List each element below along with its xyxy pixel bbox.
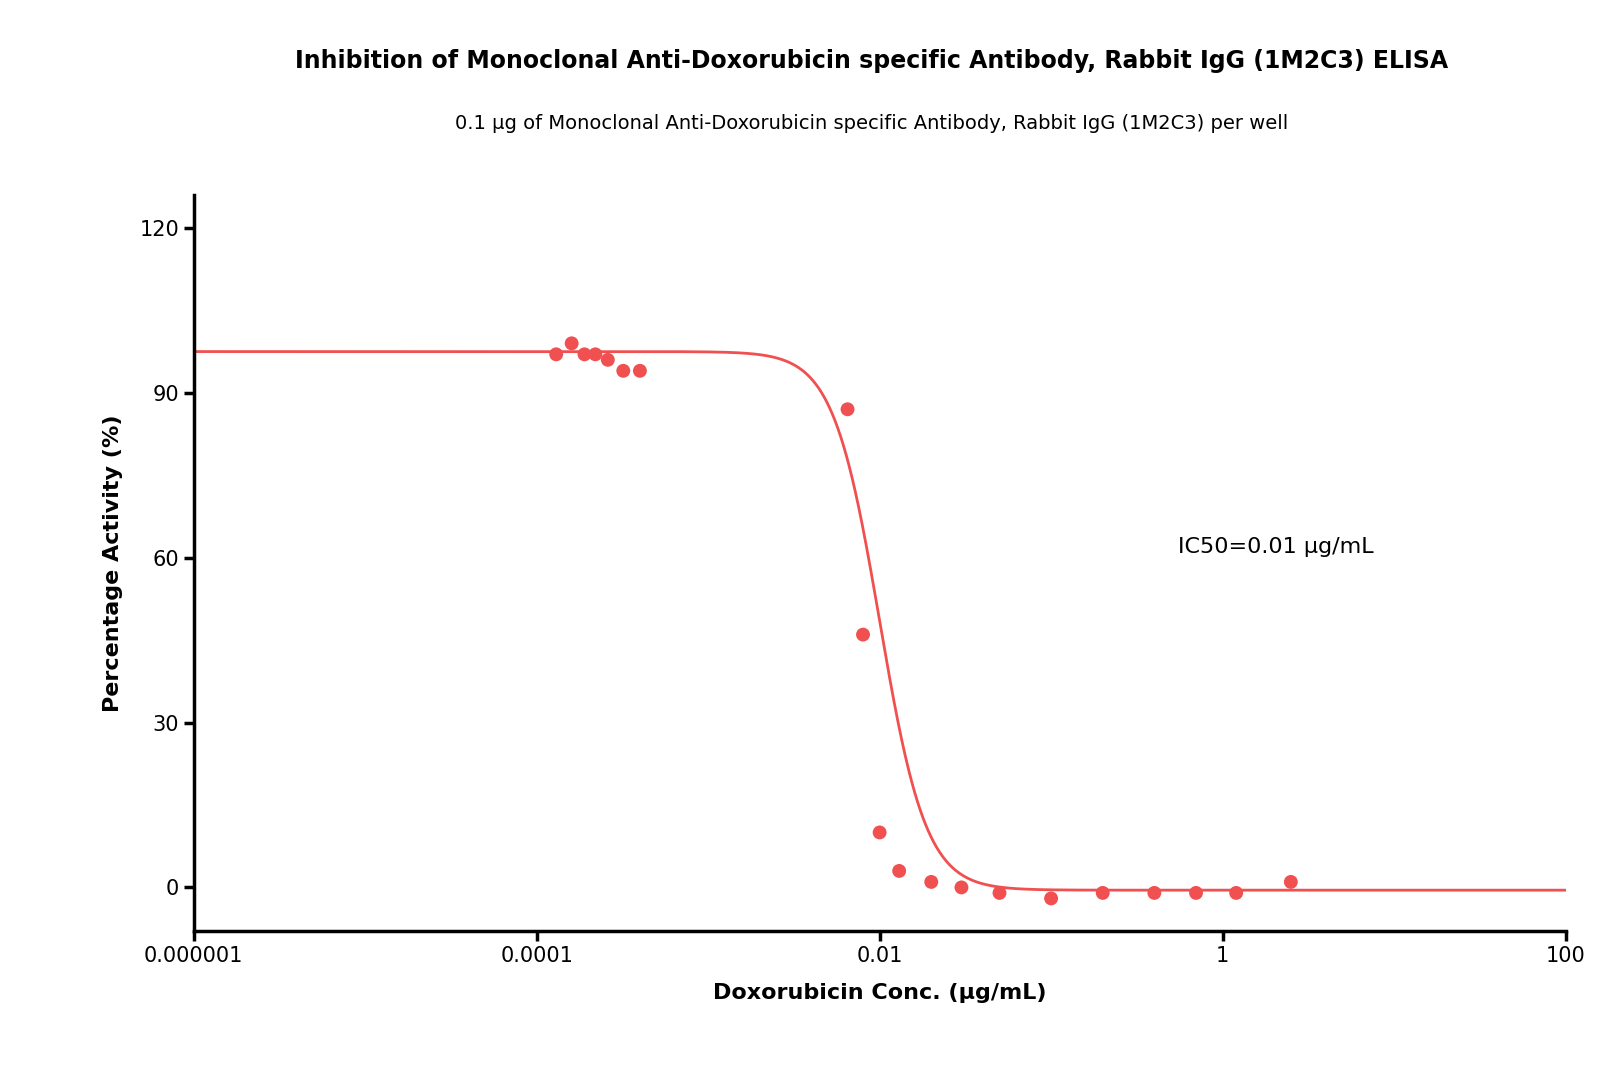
Point [851,626,876,643]
Point [1223,884,1249,901]
Point [596,351,621,368]
Point [949,878,975,896]
Point [986,884,1012,901]
Point [610,362,636,379]
Text: Inhibition of Monoclonal Anti-Doxorubicin specific Antibody, Rabbit IgG (1M2C3) : Inhibition of Monoclonal Anti-Doxorubici… [295,49,1448,73]
Y-axis label: Percentage Activity (%): Percentage Activity (%) [103,415,123,712]
Point [1141,884,1167,901]
Text: 0.1 μg of Monoclonal Anti-Doxorubicin specific Antibody, Rabbit IgG (1M2C3) per : 0.1 μg of Monoclonal Anti-Doxorubicin sp… [455,114,1288,133]
Point [1089,884,1115,901]
Point [1183,884,1209,901]
Point [571,345,597,363]
Point [558,335,584,352]
Point [626,362,652,379]
X-axis label: Doxorubicin Conc. (μg/mL): Doxorubicin Conc. (μg/mL) [713,982,1046,1003]
Point [544,345,570,363]
Point [867,824,893,841]
Point [834,401,860,418]
Point [1038,890,1064,908]
Text: IC50=0.01 μg/mL: IC50=0.01 μg/mL [1178,537,1374,557]
Point [918,873,944,890]
Point [886,862,912,879]
Point [583,345,608,363]
Point [1278,873,1304,890]
